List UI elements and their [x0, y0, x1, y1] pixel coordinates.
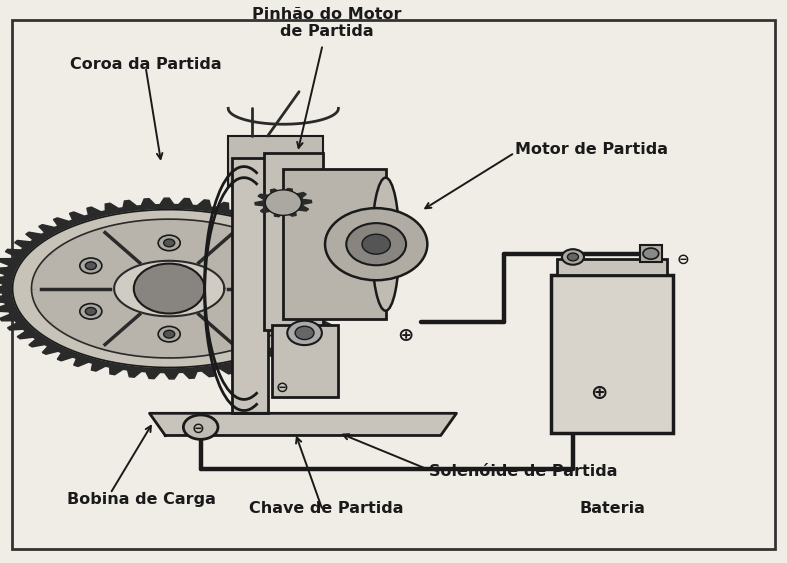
Circle shape	[79, 258, 102, 274]
Circle shape	[134, 263, 205, 314]
Circle shape	[164, 239, 175, 247]
Polygon shape	[0, 198, 349, 379]
Text: Chave de Partida: Chave de Partida	[249, 501, 404, 516]
Circle shape	[79, 303, 102, 319]
Polygon shape	[13, 209, 326, 368]
Polygon shape	[31, 219, 307, 358]
Bar	[640, 245, 662, 262]
Circle shape	[325, 208, 427, 280]
Circle shape	[242, 307, 253, 315]
Bar	[551, 275, 673, 433]
Text: Bobina de Carga: Bobina de Carga	[67, 491, 216, 507]
Circle shape	[85, 307, 96, 315]
Circle shape	[295, 326, 314, 339]
Polygon shape	[114, 261, 224, 316]
Circle shape	[643, 248, 659, 259]
Circle shape	[562, 249, 584, 265]
Text: Pinhão do Motor
de Partida: Pinhão do Motor de Partida	[252, 7, 401, 39]
Bar	[557, 259, 667, 275]
Circle shape	[158, 327, 180, 342]
Text: ⊖: ⊖	[275, 380, 288, 395]
Polygon shape	[150, 413, 456, 435]
Bar	[228, 136, 323, 186]
Circle shape	[362, 234, 390, 254]
Circle shape	[346, 223, 406, 265]
Bar	[283, 169, 386, 319]
Bar	[232, 158, 268, 413]
Bar	[264, 153, 323, 330]
Circle shape	[265, 190, 301, 216]
Text: Bateria: Bateria	[579, 501, 645, 516]
Text: Motor de Partida: Motor de Partida	[515, 142, 668, 158]
Text: ⊖: ⊖	[192, 421, 205, 436]
Circle shape	[237, 303, 259, 319]
Text: ⊕: ⊕	[397, 326, 414, 345]
Circle shape	[242, 262, 253, 270]
Circle shape	[183, 415, 218, 439]
Text: Solenóide de Partida: Solenóide de Partida	[429, 464, 618, 479]
Polygon shape	[255, 189, 312, 217]
Circle shape	[164, 330, 175, 338]
Ellipse shape	[371, 178, 399, 311]
Text: Coroa da Partida: Coroa da Partida	[70, 57, 221, 72]
Circle shape	[85, 262, 96, 270]
Circle shape	[158, 235, 180, 251]
Text: ⊖: ⊖	[677, 252, 689, 267]
Text: ⊕: ⊕	[590, 383, 608, 404]
Circle shape	[237, 258, 259, 274]
Circle shape	[567, 253, 578, 261]
Bar	[272, 325, 338, 397]
Circle shape	[287, 321, 322, 345]
